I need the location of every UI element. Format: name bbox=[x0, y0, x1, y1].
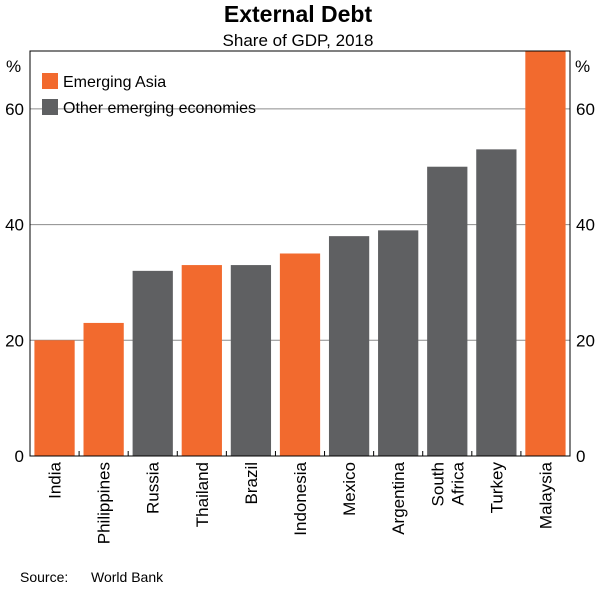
y-tick-right-60: 60 bbox=[576, 100, 595, 119]
bar-argentina bbox=[378, 230, 419, 456]
x-label-brazil: Brazil bbox=[242, 462, 261, 505]
x-label-argentina: Argentina bbox=[389, 461, 408, 534]
y-tick-left-0: 0 bbox=[15, 447, 24, 466]
source-label: Source: bbox=[20, 569, 68, 585]
y-tick-right-0: 0 bbox=[576, 447, 585, 466]
plot-frame bbox=[29, 50, 571, 457]
x-label-south-africa: SouthAfrica bbox=[428, 461, 467, 506]
bar-russia bbox=[132, 270, 173, 456]
x-label-indonesia: Indonesia bbox=[291, 461, 310, 535]
right-unit-label: % bbox=[575, 57, 590, 76]
x-label-india: India bbox=[46, 461, 65, 498]
bar-malaysia bbox=[525, 51, 566, 456]
legend-swatch-emerging-asia bbox=[42, 73, 58, 89]
y-axis-ticks: 0 0 20 20 40 40 60 60 bbox=[5, 100, 595, 466]
bar-india bbox=[34, 340, 75, 456]
legend-label-other-emerging: Other emerging economies bbox=[63, 100, 256, 117]
y-tick-right-40: 40 bbox=[576, 216, 595, 235]
y-tick-left-20: 20 bbox=[5, 331, 24, 350]
bar-turkey bbox=[476, 149, 517, 456]
x-label-philippines: Philippines bbox=[95, 462, 114, 544]
legend-label-emerging-asia: Emerging Asia bbox=[63, 74, 166, 91]
legend-swatch-other-emerging bbox=[42, 99, 58, 115]
y-tick-right-20: 20 bbox=[576, 331, 595, 350]
bar-south-africa bbox=[427, 166, 468, 456]
x-axis-labels: India Philippines Russia Thailand Brazil Indo… bbox=[46, 451, 555, 544]
left-unit-label: % bbox=[6, 57, 21, 76]
bar-philippines bbox=[83, 322, 124, 456]
bar-thailand bbox=[181, 265, 222, 456]
legend: Emerging Asia Other emerging economies bbox=[42, 73, 256, 117]
y-tick-left-60: 60 bbox=[5, 100, 24, 119]
x-label-malaysia: Malaysia bbox=[536, 461, 555, 529]
bar-indonesia bbox=[279, 253, 321, 456]
chart-subtitle: Share of GDP, 2018 bbox=[223, 31, 374, 50]
bar-brazil bbox=[230, 265, 272, 456]
chart-title: External Debt bbox=[224, 1, 373, 27]
x-label-turkey: Turkey bbox=[487, 462, 506, 514]
x-label-mexico: Mexico bbox=[340, 462, 359, 516]
source-text: World Bank bbox=[91, 569, 164, 585]
x-label-thailand: Thailand bbox=[193, 462, 212, 527]
bars bbox=[34, 51, 566, 456]
y-tick-left-40: 40 bbox=[5, 216, 24, 235]
bar-mexico bbox=[328, 236, 370, 456]
x-label-russia: Russia bbox=[144, 461, 163, 514]
